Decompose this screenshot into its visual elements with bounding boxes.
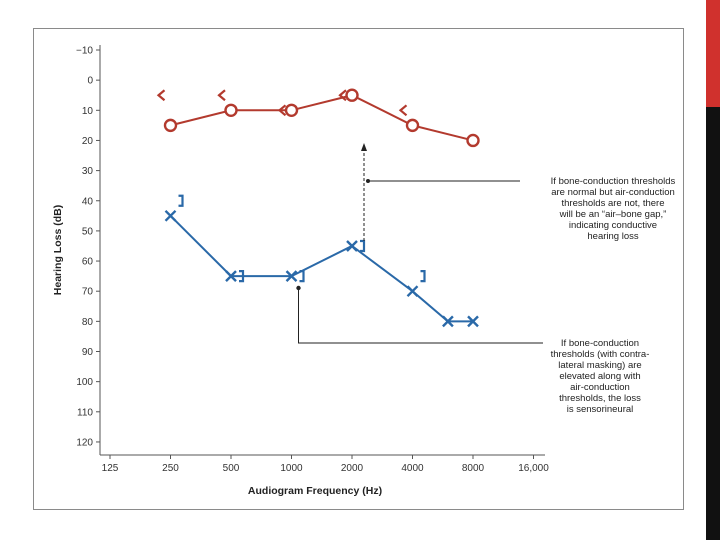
y-tick-label: 10	[82, 106, 94, 117]
right-edge-black-bar	[706, 0, 720, 540]
x-tick-label: 8000	[462, 463, 485, 474]
series-circle	[163, 88, 480, 148]
series-bracket-right	[178, 194, 426, 283]
air-conduction-circle-marker	[405, 118, 420, 133]
y-tick-label: 110	[77, 407, 93, 418]
air-conduction-x-marker	[346, 240, 358, 252]
air-conduction-circle-marker	[224, 103, 238, 118]
air-conduction-circle-marker	[466, 133, 480, 148]
air-conduction-circle-marker	[163, 118, 178, 133]
y-tick-label: 120	[76, 437, 93, 448]
annotation-line: If bone-conduction	[561, 338, 639, 349]
bone-conduction-angle-marker	[217, 89, 226, 102]
right-edge-red-bar	[706, 0, 720, 107]
y-tick-label: 100	[76, 377, 93, 388]
y-axis-title: Hearing Loss (dB)	[52, 205, 64, 295]
y-tick-label: 50	[82, 226, 94, 237]
y-tick-label: 40	[82, 196, 94, 207]
x-tick-label: 16,000	[518, 463, 549, 474]
x-tick-label: 4000	[401, 463, 424, 474]
x-tick-label: 125	[102, 463, 119, 474]
masked-bone-conduction-bracket-marker	[299, 270, 305, 283]
y-tick-label: 20	[82, 136, 94, 147]
sensorineural-leader-line	[298, 288, 543, 344]
annotation-line: indicating conductive	[569, 220, 657, 231]
y-tick-label: 70	[82, 287, 94, 298]
chart-axes: −10 0 10 20 30 40 50 60 70 80 90 100 110 120 125 250 500…	[76, 45, 549, 474]
annotation-line: are normal but air-conduction	[551, 187, 675, 198]
annotation-line: elevated along with	[559, 371, 640, 382]
series-angle-left	[156, 89, 408, 117]
masked-bone-conduction-bracket-marker	[360, 239, 366, 253]
series-layer	[156, 88, 480, 328]
x-tick-label: 250	[162, 463, 179, 474]
bone-conduction-angle-marker	[398, 104, 408, 117]
y-tick-label: 60	[82, 257, 94, 268]
y-tick-label: −10	[76, 46, 93, 57]
masked-bone-conduction-bracket-marker	[178, 194, 184, 207]
air-conduction-circle-marker	[284, 103, 299, 118]
y-tick-label: 90	[82, 347, 94, 358]
series-line	[170, 94, 474, 142]
bone-conduction-angle-marker	[156, 89, 166, 102]
annotation-line: will be an “air–bone gap,”	[559, 209, 667, 220]
x-tick-label: 2000	[341, 463, 364, 474]
bone-conduction-angle-marker	[277, 104, 287, 117]
air-conduction-x-marker	[164, 209, 177, 222]
masked-bone-conduction-bracket-marker	[420, 270, 426, 283]
annotation-line: lateral masking) are	[558, 360, 641, 371]
annotation-line: thresholds (with contra-	[551, 349, 650, 360]
air-conduction-x-marker	[285, 270, 298, 282]
slide-frame	[33, 28, 684, 510]
annotation-line: air-conduction	[570, 382, 630, 393]
x-axis-title: Audiogram Frequency (Hz)	[248, 485, 382, 497]
air-conduction-x-marker	[406, 285, 419, 298]
air-conduction-x-marker	[467, 315, 479, 328]
x-tick-label: 1000	[280, 463, 303, 474]
series-line	[169, 215, 473, 323]
series-cross	[164, 209, 479, 328]
air-conduction-x-marker	[442, 315, 454, 328]
y-tick-label: 80	[82, 317, 94, 328]
y-tick-label: 0	[87, 76, 93, 87]
annotation-line: If bone-conduction thresholds	[551, 176, 676, 187]
y-tick-label: 30	[82, 166, 94, 177]
annotation-line: is sensorineural	[567, 404, 634, 415]
annotation-line: thresholds, the loss	[559, 393, 641, 404]
annotation-line: hearing loss	[587, 231, 638, 242]
air-conduction-circle-marker	[345, 88, 359, 102]
masked-bone-conduction-bracket-marker	[239, 270, 245, 283]
bone-conduction-angle-marker	[338, 89, 347, 102]
air-bone-gap-arrowhead	[361, 143, 367, 151]
x-tick-label: 500	[223, 463, 240, 474]
annotation-line: thresholds are not, there	[562, 198, 665, 209]
air-conduction-x-marker	[225, 270, 237, 282]
